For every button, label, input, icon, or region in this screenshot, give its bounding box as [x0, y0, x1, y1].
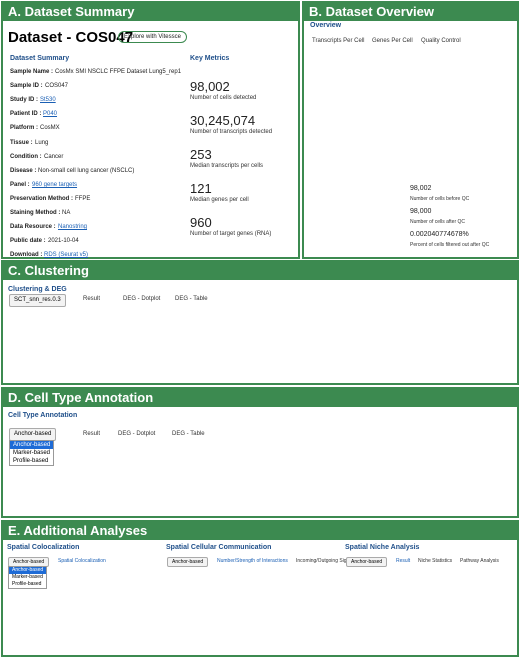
field-label: Platform : [10, 125, 39, 132]
dropdown-options: Anchor-based Marker-based Profile-based [8, 566, 48, 589]
panel-header: B. Dataset Overview [304, 3, 517, 21]
summary-title: Dataset Summary [10, 55, 70, 62]
tab[interactable]: DEG - Table [175, 296, 208, 302]
metric-label: Number of transcripts detected [190, 129, 273, 135]
field-label: Staining Method : [10, 210, 61, 216]
tab[interactable]: DEG - Table [172, 431, 205, 437]
panel-header: D. Cell Type Annotation [3, 389, 517, 407]
dropdown-option[interactable]: Marker-based [12, 574, 43, 580]
field-value: COS047 [45, 83, 69, 90]
tab[interactable]: Result [396, 558, 411, 564]
metric-value: 0.002040774678% [410, 231, 469, 238]
panel-e: E. Additional Analyses [1, 520, 519, 657]
section-title: Cell Type Annotation [8, 412, 78, 419]
tab[interactable]: Pathway Analysis [460, 558, 499, 564]
tab[interactable]: DEG - Dotplot [118, 431, 156, 437]
metric-value: 98,000 [410, 208, 432, 215]
metric-value: 121 [190, 181, 212, 196]
field-link[interactable]: 960 gene targets [32, 181, 78, 188]
metric-value: 253 [190, 147, 212, 162]
field-label: Patient ID : [10, 111, 42, 118]
field-value: CosMx SMI NSCLC FFPE Dataset Lung5_rep1 [55, 69, 182, 75]
metric-value: 30,245,074 [190, 113, 256, 128]
metric-label: Median transcripts per cells [190, 163, 264, 169]
dataset-title: Dataset - COS047 [8, 29, 134, 46]
field-link[interactable]: P040 [43, 111, 58, 118]
metric-label: Number of cells before QC [410, 196, 470, 202]
field-value: CosMX [40, 125, 60, 132]
field-label: Tissue : [10, 139, 33, 146]
panel-a: A. Dataset Summary [1, 1, 300, 259]
subpanel-title: Spatial Cellular Communication [166, 544, 272, 551]
resolution-dropdown[interactable]: SCT_snn_res.0.3 [9, 294, 66, 307]
field-label: Disease : [10, 167, 37, 174]
field-label: Sample Name : [10, 69, 54, 75]
dropdown[interactable]: Anchor-based [167, 557, 209, 567]
field-value: FFPE [75, 195, 91, 202]
metric-value: 98,002 [410, 185, 432, 192]
field-label: Preservation Method : [10, 195, 74, 202]
tab[interactable]: Genes Per Cell [372, 38, 413, 44]
metric-label: Number of cells detected [190, 95, 257, 101]
panel-c: C. Clustering [1, 260, 519, 385]
field-label: Data Resource : [10, 224, 56, 231]
field-link[interactable]: RDS (Seurat v5) [44, 252, 89, 259]
subpanel-title: Spatial Niche Analysis [345, 544, 420, 551]
dropdown-option[interactable]: Profile-based [12, 581, 42, 587]
panel-b: B. Dataset Overview [302, 1, 519, 259]
tab[interactable]: Number/Strength of Interactions [217, 558, 288, 564]
tab[interactable]: Result [83, 296, 101, 302]
tab[interactable]: Quality Control [421, 38, 461, 44]
field-label: Condition : [10, 153, 42, 160]
field-value: 2021-10-04 [48, 238, 79, 245]
tab[interactable]: Spatial Colocalization [58, 558, 106, 564]
panel-header: E. Additional Analyses [3, 522, 517, 540]
field-link[interactable]: Nanostring [58, 224, 88, 231]
metric-label: Number of target genes (RNA) [190, 231, 272, 237]
dropdown-options: Anchor-based Marker-based Profile-based [9, 440, 55, 466]
metric-label: Median genes per cell [190, 197, 249, 203]
vitessce-button[interactable]: Explore with Vitessce [118, 31, 187, 43]
metric-label: Number of cells after QC [410, 219, 466, 225]
metric-label: Percent of cells filtered out after QC [410, 242, 490, 248]
field-link[interactable]: St530 [40, 97, 56, 104]
tab[interactable]: Niche Statistics [418, 558, 453, 564]
metrics-title: Key Metrics [190, 55, 230, 62]
metric-value: 960 [190, 215, 212, 230]
dropdown[interactable]: Anchor-based [346, 557, 388, 567]
field-value: NA [62, 210, 71, 216]
dropdown-option[interactable]: Marker-based [13, 450, 51, 456]
metric-value: 98,002 [190, 79, 230, 94]
field-label: Download : [10, 252, 43, 259]
field-label: Public date : [10, 238, 46, 245]
subpanel-title: Spatial Colocalization [7, 544, 80, 551]
field-value: Cancer [44, 153, 64, 160]
tab[interactable]: Incoming/Outgoing Signaling [296, 558, 360, 564]
tab[interactable]: DEG - Dotplot [123, 296, 161, 302]
field-value: Non-small cell lung cancer (NSCLC) [38, 167, 135, 174]
panel-header: A. Dataset Summary [3, 3, 298, 21]
tab[interactable]: Transcripts Per Cell [312, 38, 365, 44]
overview-title: Overview [310, 22, 342, 29]
tab[interactable]: Result [83, 431, 101, 437]
dropdown-option[interactable]: Anchor-based [9, 567, 47, 574]
field-label: Panel : [10, 181, 30, 188]
dropdown-option[interactable]: Profile-based [13, 458, 49, 464]
field-label: Study ID : [10, 97, 38, 104]
dropdown-option[interactable]: Anchor-based [10, 441, 54, 449]
field-label: Sample ID : [10, 83, 43, 90]
field-value: Lung [35, 139, 49, 146]
panel-header: C. Clustering [3, 262, 517, 280]
section-title: Clustering & DEG [8, 286, 67, 293]
panel-d: D. Cell Type Annotation [1, 387, 519, 518]
